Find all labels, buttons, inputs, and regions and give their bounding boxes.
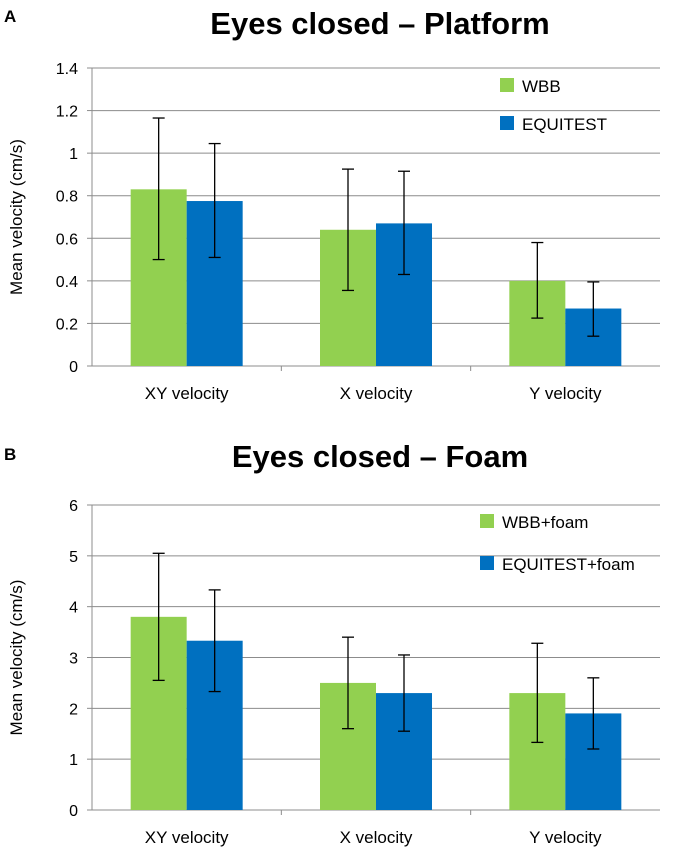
chart-b-ytick-label: 1 bbox=[69, 752, 78, 769]
chart-b-ytick-label: 0 bbox=[69, 803, 78, 820]
chart-b-legend-label-1: EQUITEST+foam bbox=[502, 555, 635, 574]
chart-a-category-label: Y velocity bbox=[529, 384, 602, 403]
chart-a-ytick-label: 1 bbox=[69, 146, 78, 163]
chart-b-category-label: X velocity bbox=[340, 828, 413, 847]
chart-a-ytick-label: 0.8 bbox=[56, 189, 78, 206]
chart-b-panel-letter: B bbox=[4, 445, 16, 464]
chart-a-ytick-label: 0 bbox=[69, 359, 78, 376]
chart-b-ytick-label: 6 bbox=[69, 498, 78, 515]
chart-b-ytick-label: 4 bbox=[69, 600, 78, 617]
chart-a-category-label: X velocity bbox=[340, 384, 413, 403]
chart-a-ytick-label: 1.4 bbox=[56, 61, 78, 78]
chart-a-ytick-label: 0.2 bbox=[56, 316, 78, 333]
chart-b-ytick-label: 5 bbox=[69, 549, 78, 566]
chart-a-y-axis-title: Mean velocity (cm/s) bbox=[7, 139, 26, 295]
chart-a-ytick-label: 0.6 bbox=[56, 231, 78, 248]
chart-b-legend-swatch-1 bbox=[480, 556, 494, 570]
chart-a-legend-swatch-0 bbox=[500, 78, 514, 92]
chart-b-ytick-label: 2 bbox=[69, 701, 78, 718]
chart-b-category-label: Y velocity bbox=[529, 828, 602, 847]
chart-a-title: Eyes closed – Platform bbox=[210, 6, 549, 41]
chart-b-legend-swatch-0 bbox=[480, 514, 494, 528]
chart-b-ytick-label: 3 bbox=[69, 651, 78, 668]
chart-a-category-label: XY velocity bbox=[145, 384, 229, 403]
chart-a-panel-letter: A bbox=[4, 7, 16, 26]
chart-a-legend-swatch-1 bbox=[500, 116, 514, 130]
chart-b-title: Eyes closed – Foam bbox=[232, 439, 528, 474]
chart-a-ytick-label: 1.2 bbox=[56, 104, 78, 121]
chart-b-legend-label-0: WBB+foam bbox=[502, 513, 588, 532]
chart-a-legend-label-0: WBB bbox=[522, 77, 561, 96]
chart-b-category-label: XY velocity bbox=[145, 828, 229, 847]
chart-a-ytick-label: 0.4 bbox=[56, 274, 78, 291]
chart-a-legend-label-1: EQUITEST bbox=[522, 115, 607, 134]
chart-b-y-axis-title: Mean velocity (cm/s) bbox=[7, 580, 26, 736]
